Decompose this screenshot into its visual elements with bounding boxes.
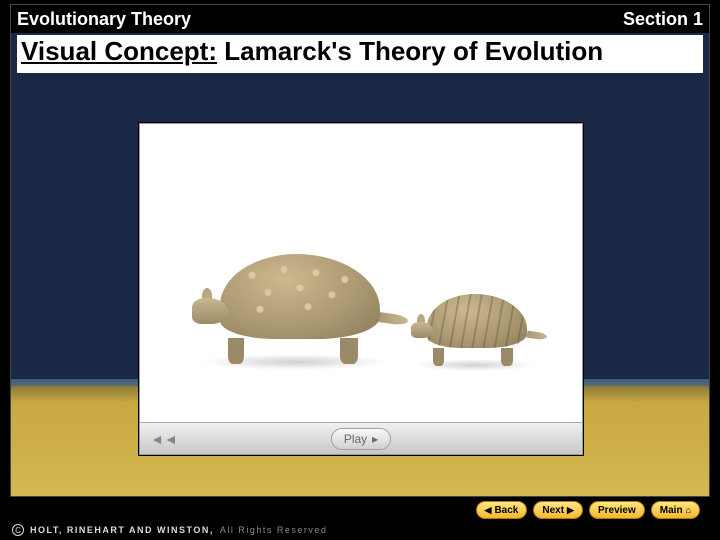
title-prefix: Visual Concept: bbox=[21, 36, 217, 66]
copyright: C HOLT, RINEHART AND WINSTON, All Rights… bbox=[12, 524, 327, 536]
nav-bar: ◀ Back Next ▶ Preview Main ⌂ bbox=[0, 500, 720, 520]
play-button[interactable]: Play ▸ bbox=[331, 428, 391, 450]
illustration-glyptodont bbox=[200, 254, 390, 364]
rewind-icon[interactable]: ◄◄ bbox=[150, 431, 178, 447]
main-icon: ⌂ bbox=[686, 506, 691, 515]
illustration-armadillo bbox=[415, 294, 535, 366]
head bbox=[411, 322, 433, 338]
main-button[interactable]: Main ⌂ bbox=[651, 501, 700, 519]
leg-front bbox=[228, 338, 244, 364]
next-label: Next bbox=[542, 505, 564, 516]
back-label: Back bbox=[494, 505, 518, 516]
header-right: Section 1 bbox=[623, 9, 703, 30]
preview-button[interactable]: Preview bbox=[589, 501, 645, 519]
copyright-icon: C bbox=[12, 524, 24, 536]
leg-front bbox=[433, 348, 444, 366]
media-controls: ◄◄ Play ▸ bbox=[140, 422, 582, 454]
media-player: ◄◄ Play ▸ bbox=[139, 123, 583, 455]
preview-label: Preview bbox=[598, 505, 636, 516]
publisher: HOLT, RINEHART AND WINSTON, bbox=[30, 525, 214, 535]
slide-frame: Evolutionary Theory Section 1 Visual Con… bbox=[10, 4, 710, 497]
leg-back bbox=[340, 338, 358, 364]
head bbox=[192, 298, 228, 324]
tail bbox=[377, 312, 408, 326]
tail bbox=[527, 331, 548, 341]
next-button[interactable]: Next ▶ bbox=[533, 501, 583, 519]
title-rest: Lamarck's Theory of Evolution bbox=[217, 36, 603, 66]
main-label: Main bbox=[660, 505, 683, 516]
header-bar: Evolutionary Theory Section 1 bbox=[11, 5, 709, 33]
slide-title: Visual Concept: Lamarck's Theory of Evol… bbox=[17, 35, 703, 73]
play-icon: ▸ bbox=[372, 432, 378, 446]
back-button[interactable]: ◀ Back bbox=[476, 501, 528, 519]
header-left: Evolutionary Theory bbox=[17, 9, 191, 30]
rights: All Rights Reserved bbox=[220, 525, 328, 535]
next-icon: ▶ bbox=[567, 506, 574, 515]
shell-scutes bbox=[220, 254, 380, 339]
play-label: Play bbox=[344, 432, 367, 446]
shell-bands bbox=[427, 294, 527, 348]
leg-back bbox=[501, 348, 513, 366]
back-icon: ◀ bbox=[485, 506, 492, 515]
